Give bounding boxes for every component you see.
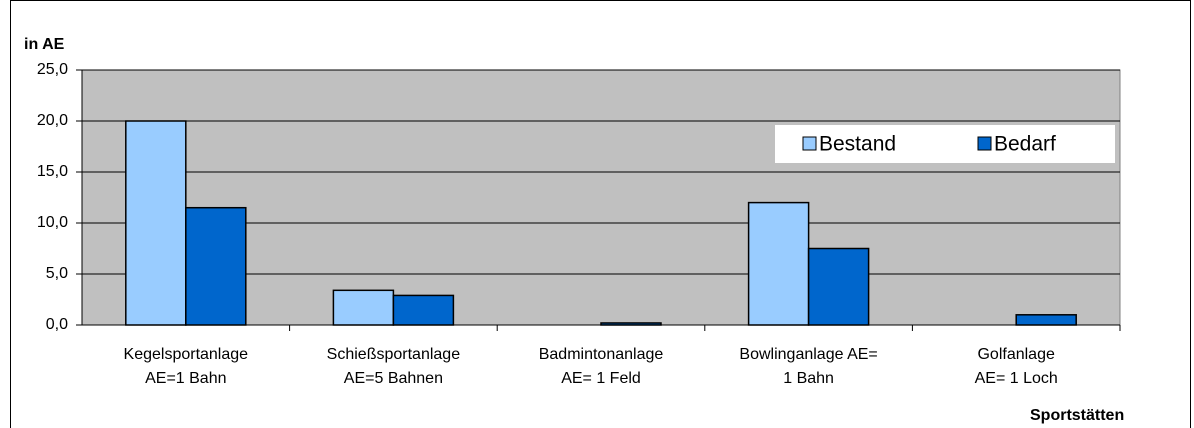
x-axis-title: Sportstätten — [1030, 407, 1124, 424]
legend-label: Bestand — [819, 133, 896, 156]
legend-box — [775, 125, 1115, 163]
x-tick-label: Kegelsportanlage AE=1 Bahn — [123, 346, 249, 387]
legend-label: Bedarf — [994, 133, 1056, 156]
legend-swatch — [977, 136, 992, 151]
bar — [1015, 314, 1077, 326]
legend-swatch — [802, 136, 817, 151]
y-tick-label: 20,0 — [37, 112, 68, 129]
bar — [747, 201, 810, 326]
y-tick-label: 0,0 — [46, 316, 68, 333]
bar — [600, 322, 662, 326]
bar — [185, 206, 247, 326]
x-tick-label: Bowlinganlage AE= 1 Bahn — [739, 346, 878, 387]
bar — [807, 247, 870, 326]
plot-area — [81, 69, 1121, 326]
x-tick-label: Golfanlage AE= 1 Loch — [974, 346, 1058, 387]
y-axis-title: in AE — [24, 36, 65, 53]
bar — [125, 120, 187, 326]
bar — [332, 289, 395, 326]
y-tick-label: 5,0 — [46, 265, 68, 282]
y-tick-label: 15,0 — [37, 163, 68, 180]
bar — [392, 294, 455, 326]
y-tick-label: 10,0 — [37, 214, 68, 231]
x-tick-label: Badmintonanlage AE= 1 Feld — [538, 346, 664, 387]
y-tick-label: 25,0 — [37, 61, 68, 78]
x-tick-label: Schießsportanlage AE=5 Bahnen — [326, 346, 461, 387]
